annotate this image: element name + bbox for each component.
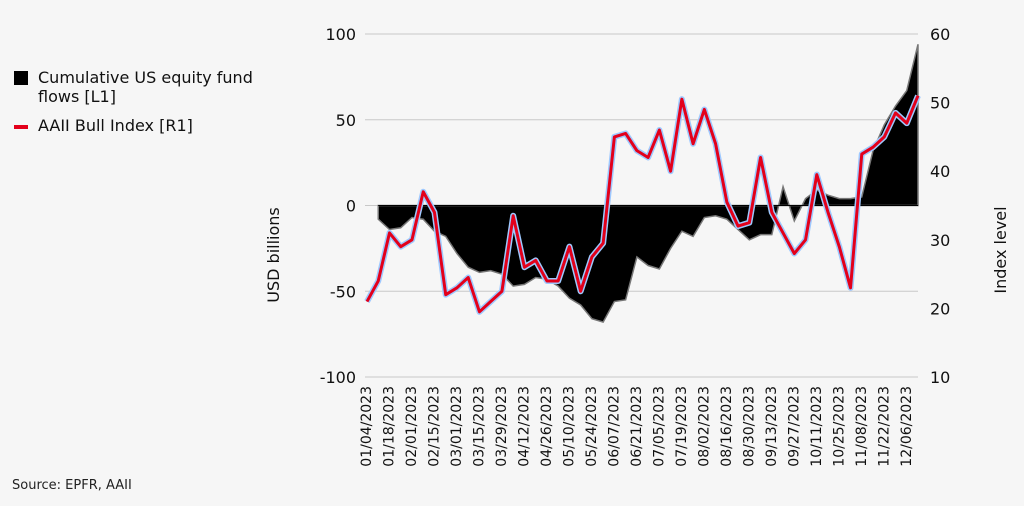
x-tick-label: 12/06/2023 <box>899 386 915 467</box>
x-tick-label: 05/24/2023 <box>584 386 600 467</box>
x-tick-label: 05/10/2023 <box>561 386 577 467</box>
x-tick-label: 10/25/2023 <box>831 386 847 467</box>
x-tick-label: 06/07/2023 <box>606 386 622 467</box>
right-axis-ticks: 60 50 40 30 20 10 <box>930 25 950 387</box>
x-tick-label: 09/13/2023 <box>764 386 780 467</box>
x-tick-label: 11/08/2023 <box>854 386 870 467</box>
x-axis-ticks: 01/04/2023 01/18/2023 02/01/2023 02/15/2023… <box>359 386 915 467</box>
x-tick-label: 07/05/2023 <box>651 386 667 467</box>
x-tick-label: 08/16/2023 <box>719 386 735 467</box>
y2-tick-label: 60 <box>930 25 950 44</box>
x-tick-label: 09/27/2023 <box>786 386 802 467</box>
y2-tick-label: 50 <box>930 94 950 113</box>
x-tick-label: 02/15/2023 <box>426 386 442 467</box>
x-tick-label: 01/18/2023 <box>381 386 397 467</box>
legend-label: AAII Bull Index [R1] <box>38 116 193 135</box>
left-axis-ticks: 100 50 0 -50 -100 <box>320 25 356 387</box>
y2-tick-label: 40 <box>930 162 950 181</box>
x-tick-label: 06/21/2023 <box>629 386 645 467</box>
right-axis-title: Index level <box>991 206 1010 293</box>
line-swatch-icon <box>14 125 28 129</box>
x-tick-label: 07/19/2023 <box>674 386 690 467</box>
legend: Cumulative US equity fund flows [L1] AAI… <box>14 68 264 145</box>
source-note: Source: EPFR, AAII <box>12 478 132 493</box>
x-tick-label: 08/02/2023 <box>696 386 712 467</box>
legend-item-fund-flows: Cumulative US equity fund flows [L1] <box>14 68 264 106</box>
fund-flows-area <box>377 44 919 324</box>
x-tick-label: 11/22/2023 <box>876 386 892 467</box>
x-tick-label: 01/04/2023 <box>359 386 375 467</box>
y2-tick-label: 20 <box>930 299 950 318</box>
x-tick-label: 04/26/2023 <box>539 386 555 467</box>
x-tick-label: 10/11/2023 <box>809 386 825 467</box>
area-swatch-icon <box>14 71 28 85</box>
x-tick-label: 03/01/2023 <box>449 386 465 467</box>
left-axis-title: USD billions <box>264 207 283 302</box>
y-tick-label: 0 <box>346 197 356 216</box>
y-tick-label: -100 <box>320 368 356 387</box>
x-tick-label: 04/12/2023 <box>516 386 532 467</box>
x-tick-label: 03/29/2023 <box>494 386 510 467</box>
bull-index-line <box>365 95 920 314</box>
legend-item-bull-index: AAII Bull Index [R1] <box>14 116 264 135</box>
x-tick-label: 02/01/2023 <box>404 386 420 467</box>
y2-tick-label: 30 <box>930 231 950 250</box>
legend-label: Cumulative US equity fund flows [L1] <box>38 68 253 106</box>
y2-tick-label: 10 <box>930 368 950 387</box>
x-tick-label: 08/30/2023 <box>741 386 757 467</box>
y-tick-label: -50 <box>330 282 356 301</box>
y-tick-label: 100 <box>325 25 356 44</box>
y-tick-label: 50 <box>336 111 356 130</box>
x-tick-label: 03/15/2023 <box>471 386 487 467</box>
